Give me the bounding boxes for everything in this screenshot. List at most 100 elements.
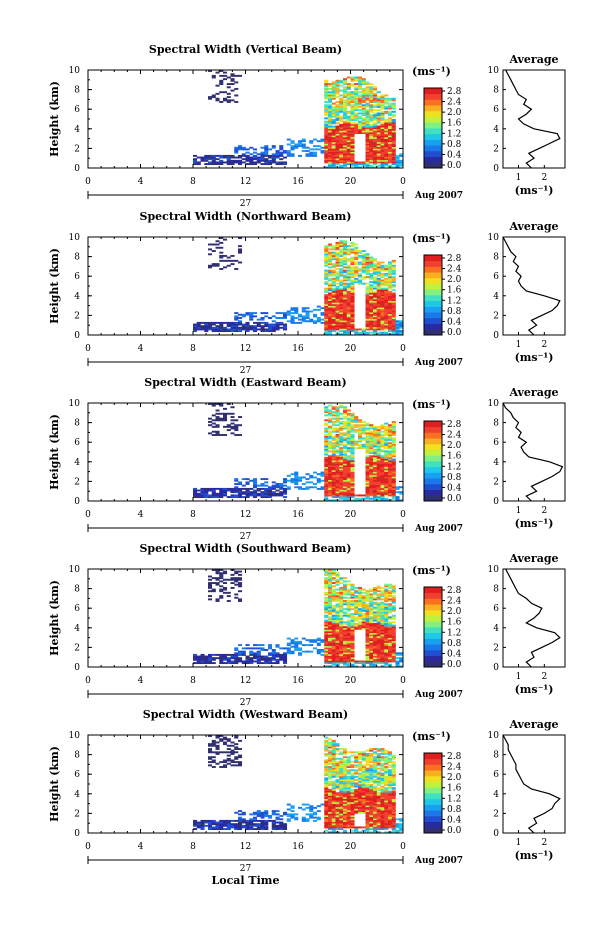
heatmap-cell [211, 96, 216, 99]
colorbar-swatch [424, 495, 442, 502]
heatmap-cell [346, 302, 351, 305]
heatmap-cell [238, 657, 243, 660]
colorbar-tick-label: 2.0 [447, 275, 462, 285]
heatmap-cell [369, 117, 374, 120]
heatmap-cell [268, 317, 273, 319]
heatmap-cell [215, 424, 220, 427]
heatmap-cell [343, 494, 348, 497]
heatmap-cell [373, 269, 378, 272]
heatmap-cell [346, 99, 351, 102]
heatmap-cell [339, 279, 344, 282]
heatmap-cell [331, 245, 336, 248]
x-tick-label: 16 [292, 676, 304, 686]
heatmap-cell [346, 325, 351, 328]
day-label: 27 [240, 366, 252, 376]
heatmap-cell [343, 146, 348, 149]
heatmap-cell [335, 406, 340, 409]
heatmap-cell [324, 310, 329, 313]
heatmap-cell [283, 315, 288, 318]
colorbar-swatch [424, 122, 442, 129]
heatmap-cell [279, 492, 284, 495]
heatmap-cell [211, 323, 216, 326]
heatmap-cell [380, 649, 385, 651]
heatmap-cell [193, 161, 198, 164]
heatmap-cell [339, 474, 344, 477]
heatmap-cell [226, 496, 231, 499]
heatmap-cell [373, 292, 378, 295]
heatmap-cell [339, 406, 344, 409]
heatmap-cell [395, 164, 400, 167]
heatmap-cell [331, 248, 336, 251]
heatmap-cell [343, 631, 348, 633]
heatmap-cell [346, 427, 351, 430]
heatmap-cell [335, 483, 340, 485]
heatmap-cell [286, 312, 291, 315]
heatmap-cell [331, 302, 336, 305]
heatmap-cell [335, 600, 340, 602]
heatmap-cell [275, 161, 280, 164]
heatmap-cell [388, 450, 393, 453]
heatmap-cell [346, 653, 351, 656]
heatmap-cell [339, 608, 344, 611]
heatmap-cell [376, 427, 381, 430]
heatmap-cell [324, 125, 329, 128]
heatmap-cell [230, 154, 235, 157]
heatmap-cell [208, 156, 213, 159]
heatmap-cell [373, 135, 378, 138]
heatmap-cell [260, 156, 265, 159]
heatmap-cell [328, 583, 333, 586]
heatmap-cell [365, 484, 370, 487]
heatmap-cell [391, 119, 396, 121]
heatmap-cell [294, 645, 299, 648]
heatmap-cell [388, 647, 393, 650]
heatmap-cell [369, 99, 374, 102]
heatmap-cell [200, 496, 205, 499]
heatmap-cell [331, 313, 336, 316]
heatmap-cell [324, 114, 329, 117]
heatmap-cell [286, 153, 291, 156]
heatmap-cell [211, 321, 216, 324]
heatmap-cell [335, 653, 340, 656]
heatmap-cell [365, 452, 370, 454]
heatmap-cell [238, 496, 243, 499]
heatmap-cell [238, 598, 243, 601]
heatmap-cell [384, 128, 389, 131]
heatmap-cell [328, 649, 333, 651]
heatmap-cell [365, 595, 370, 598]
heatmap-cell [241, 161, 246, 164]
heatmap-cell [358, 616, 363, 619]
heatmap-cell [238, 251, 243, 254]
heatmap-cell [234, 577, 239, 580]
heatmap-cell [211, 590, 216, 593]
heatmap-cell [391, 321, 396, 324]
heatmap-cell [335, 635, 340, 638]
heatmap-cell [208, 266, 213, 269]
heatmap-cell [230, 159, 235, 162]
heatmap-cell [339, 326, 344, 329]
heatmap-cell [380, 603, 385, 606]
heatmap-cell [391, 97, 396, 100]
heatmap-cell [346, 603, 351, 606]
heatmap-cell [369, 120, 374, 123]
heatmap-cell [275, 492, 280, 495]
heatmap-cell [365, 437, 370, 440]
heatmap-cell [376, 631, 381, 633]
heatmap-cell [384, 99, 389, 102]
heatmap-cell [343, 647, 348, 650]
heatmap-cell [204, 158, 209, 161]
heatmap-cell [369, 287, 374, 290]
heatmap-cell [361, 613, 366, 616]
heatmap-cell [380, 631, 385, 633]
heatmap-cell [275, 486, 280, 489]
heatmap-cell [294, 481, 299, 484]
heatmap-cell [376, 289, 381, 292]
heatmap-cell [369, 596, 374, 599]
heatmap-cell [380, 122, 385, 125]
heatmap-cell [373, 321, 378, 324]
heatmap-cell [328, 609, 333, 612]
heatmap-cell [343, 81, 348, 84]
heatmap-cell [350, 491, 355, 494]
heatmap-cell [331, 639, 336, 642]
heatmap-cell [223, 326, 228, 329]
heatmap-cell [343, 305, 348, 308]
